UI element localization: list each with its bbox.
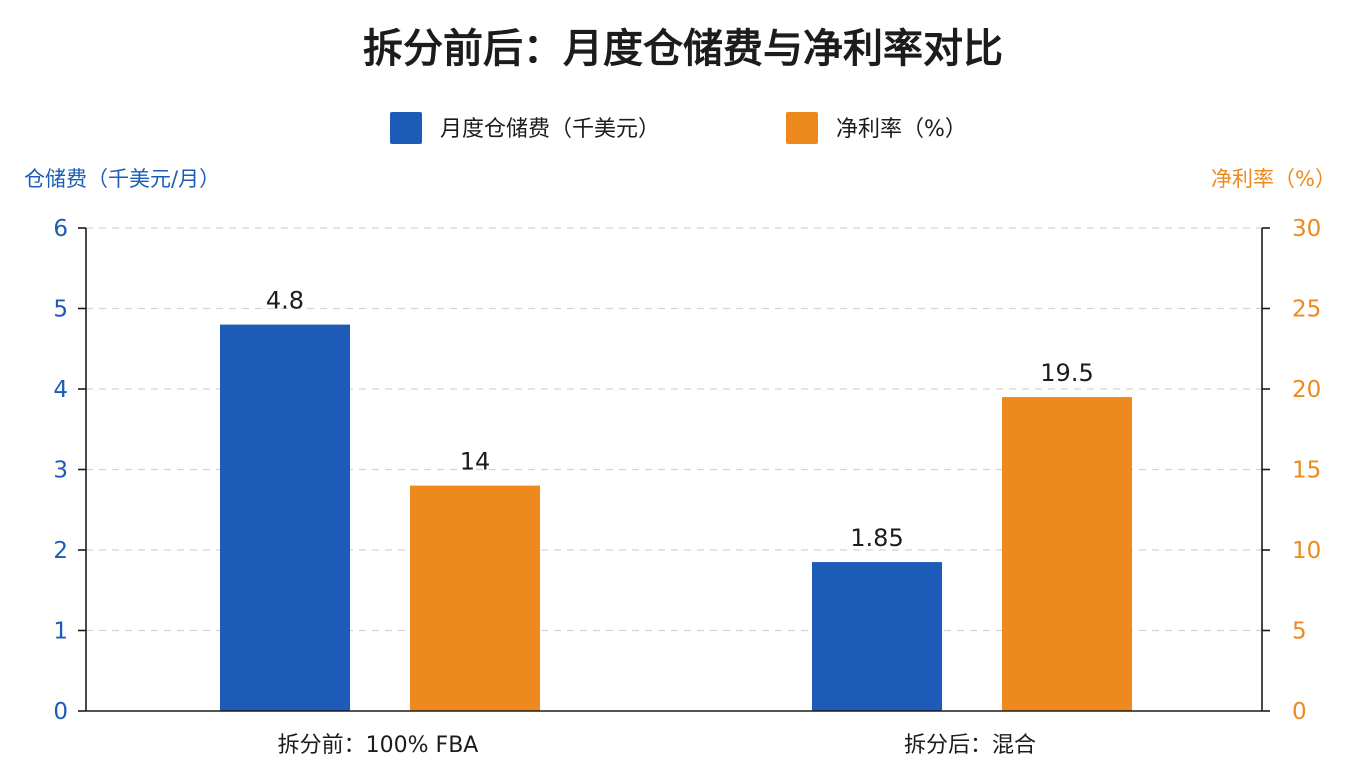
x-category-label: 拆分前：100% FBA [278, 733, 479, 758]
bars [220, 324, 1132, 711]
x-category-label: 拆分后：混合 [904, 733, 1036, 758]
y-left-tick-label: 4 [53, 377, 68, 403]
chart-title: 拆分前后：月度仓储费与净利率对比 [363, 26, 1003, 72]
y-left-axis-title: 仓储费（千美元/月） [24, 167, 220, 191]
y-right-tick-label: 20 [1292, 377, 1321, 403]
axes [78, 227, 1270, 712]
y-right-axis-title: 净利率（%） [1211, 167, 1336, 191]
y-left-tick-label: 1 [53, 619, 68, 645]
y-right-tick-label: 15 [1292, 458, 1321, 484]
legend-label-storage-fee: 月度仓储费（千美元） [440, 117, 660, 142]
bar [1002, 397, 1132, 711]
labels: 0 1 2 3 4 5 6 0 5 10 15 20 25 30 4.8 14 拆分前：100% FBA 1.85… [53, 216, 1321, 758]
y-left-tick-label: 5 [53, 297, 68, 323]
y-left-tick-label: 2 [53, 538, 68, 564]
y-right-tick-label: 10 [1292, 538, 1321, 564]
legend-swatch-net-margin [786, 112, 818, 144]
bar [220, 324, 350, 711]
bar-value-label: 14 [460, 448, 491, 476]
y-right-tick-label: 5 [1292, 619, 1307, 645]
y-left-tick-label: 6 [53, 216, 68, 242]
y-right-tick-label: 30 [1292, 216, 1321, 242]
legend-label-net-margin: 净利率（%） [836, 117, 967, 142]
bar [812, 562, 942, 711]
y-left-tick-label: 0 [53, 699, 68, 725]
bar-value-label: 1.85 [850, 524, 903, 552]
bar-value-label: 4.8 [266, 287, 304, 315]
bar-value-label: 19.5 [1040, 359, 1093, 387]
legend: 月度仓储费（千美元） 净利率（%） [390, 112, 967, 144]
y-right-tick-label: 0 [1292, 699, 1307, 725]
bar [410, 485, 540, 711]
y-left-tick-label: 3 [53, 458, 68, 484]
y-right-tick-label: 25 [1292, 297, 1321, 323]
legend-swatch-storage-fee [390, 112, 422, 144]
